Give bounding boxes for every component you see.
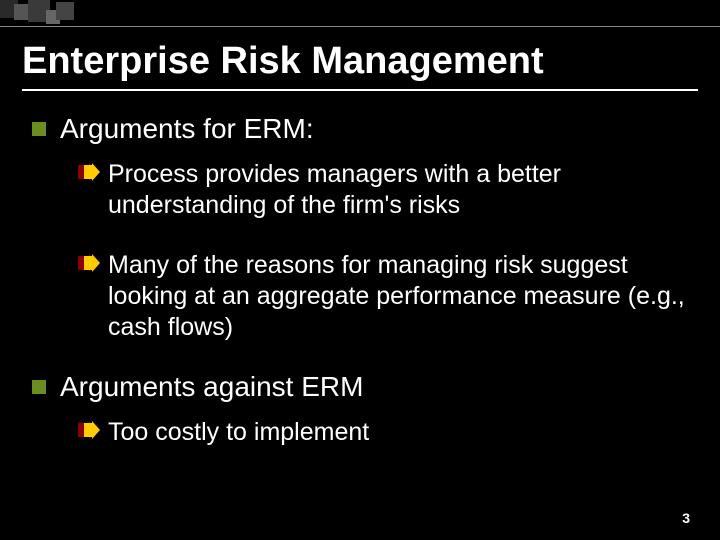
decor-square [56, 2, 74, 20]
section-heading-text: Arguments against ERM [60, 371, 363, 403]
slide-title: Enterprise Risk Management [22, 40, 698, 83]
top-decoration [0, 0, 720, 32]
title-underline [22, 89, 698, 91]
bullet-text: Many of the reasons for managing risk su… [108, 250, 698, 344]
arrow-bullet-icon [78, 163, 100, 181]
section-heading: Arguments against ERM [22, 371, 698, 403]
bullet-item: Too costly to implement [22, 417, 698, 448]
bullet-text: Too costly to implement [108, 417, 369, 448]
arrow-bullet-icon [78, 254, 100, 272]
page-number: 3 [682, 510, 690, 526]
square-bullet-icon [32, 380, 46, 394]
square-bullet-icon [32, 122, 46, 136]
top-rule [0, 26, 720, 27]
slide-content: Enterprise Risk Management Arguments for… [22, 40, 698, 520]
bullet-item: Many of the reasons for managing risk su… [22, 250, 698, 344]
section-heading-text: Arguments for ERM: [60, 113, 314, 145]
bullet-item: Process provides managers with a better … [22, 159, 698, 222]
arrow-bullet-icon [78, 421, 100, 439]
bullet-text: Process provides managers with a better … [108, 159, 698, 222]
section-heading: Arguments for ERM: [22, 113, 698, 145]
